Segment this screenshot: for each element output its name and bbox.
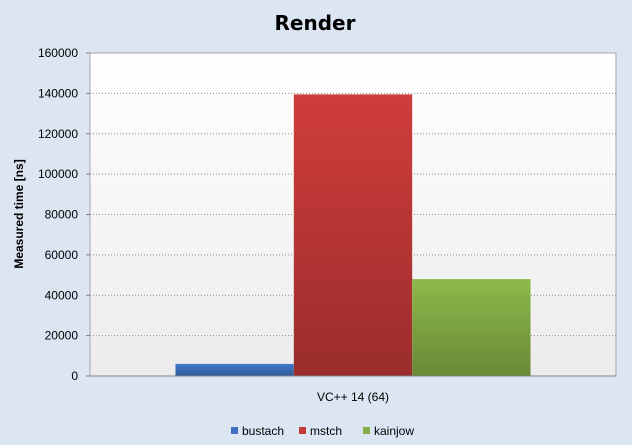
y-tick-label: 40000	[45, 288, 79, 302]
bar-mstch	[293, 94, 413, 377]
y-tick-label: 80000	[45, 208, 79, 222]
legend-label-mstch: mstch	[310, 424, 342, 438]
bars	[90, 94, 616, 377]
bar-kainjow	[412, 279, 531, 376]
y-tick-label: 160000	[38, 46, 78, 60]
bar-bustach	[175, 363, 294, 376]
legend-swatch-kainjow	[363, 427, 370, 434]
legend-label-kainjow: kainjow	[374, 424, 414, 438]
y-tick-label: 100000	[38, 167, 78, 181]
y-tick-label: 120000	[38, 127, 78, 141]
y-tick-label: 0	[71, 369, 78, 383]
x-tick-label: VC++ 14 (64)	[317, 390, 389, 404]
legend: bustach mstch kainjow	[231, 424, 414, 438]
legend-swatch-mstch	[299, 427, 306, 434]
x-tick-labels: VC++ 14 (64)	[317, 390, 389, 404]
legend-swatch-bustach	[231, 427, 238, 434]
chart-title: Render	[275, 11, 356, 35]
legend-label-bustach: bustach	[242, 424, 284, 438]
y-tick-label: 20000	[45, 329, 79, 343]
y-tick-label: 140000	[38, 86, 78, 100]
y-axis-label: Measured time [ns]	[12, 159, 26, 268]
y-tick-labels: 0 20000 40000 60000 80000 100000 120000 140000 1…	[38, 46, 90, 383]
y-tick-label: 60000	[45, 248, 79, 262]
